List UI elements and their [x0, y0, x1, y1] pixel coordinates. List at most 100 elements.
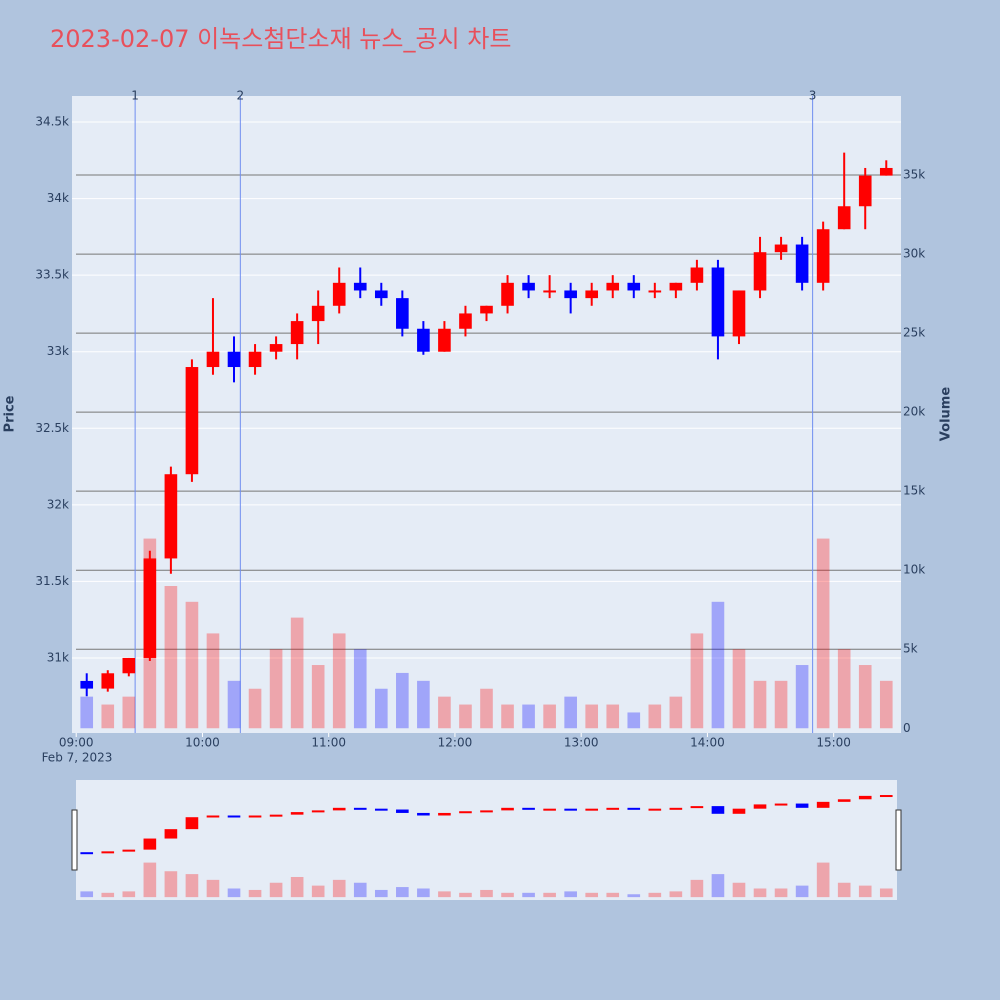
- y-tick-label: 31k: [47, 650, 69, 664]
- slider-candle: [669, 807, 683, 810]
- slider-candle: [101, 851, 115, 854]
- slider-handle[interactable]: [71, 809, 78, 871]
- slider-handle[interactable]: [895, 809, 902, 871]
- slider-volume: [459, 892, 472, 898]
- slider-volume: [101, 892, 115, 898]
- candle-body: [522, 282, 535, 291]
- volume-bar: [543, 704, 556, 729]
- candle-body: [669, 282, 683, 291]
- slider-volume: [206, 879, 220, 898]
- candle-body: [879, 167, 893, 176]
- slider-volume: [795, 885, 809, 898]
- slider-volume: [122, 891, 136, 898]
- slider-candle: [164, 829, 178, 839]
- slider-candle: [795, 803, 809, 808]
- y-tick-label: 32k: [47, 497, 69, 511]
- x-date-label: Feb 7, 2023: [42, 751, 113, 765]
- x-tick-label: 12:00: [438, 736, 473, 750]
- slider-candle: [290, 812, 304, 815]
- slider-volume: [332, 879, 346, 898]
- annotation-label: 3: [809, 89, 817, 103]
- candle-body: [564, 290, 577, 299]
- range-slider[interactable]: [76, 780, 897, 900]
- slider-candle: [206, 815, 220, 818]
- slider-volume: [648, 892, 662, 898]
- candle-body: [374, 290, 388, 299]
- candle-body: [732, 290, 746, 337]
- slider-volume: [837, 882, 851, 898]
- slider-candle: [480, 810, 493, 813]
- y-tick-label: 32.5k: [35, 421, 69, 435]
- candle-body: [459, 313, 472, 329]
- y2-tick-label: 15k: [903, 484, 925, 498]
- x-tick-label: 10:00: [185, 736, 220, 750]
- candle-body: [858, 175, 872, 207]
- annotation-label: 1: [131, 89, 139, 103]
- volume-bar: [101, 704, 115, 729]
- volume-bar: [332, 633, 346, 729]
- candle-body: [122, 657, 136, 674]
- y-tick-label: 34k: [47, 191, 69, 205]
- candle-body: [248, 351, 262, 368]
- y-tick-label: 33k: [47, 344, 69, 358]
- slider-candle: [417, 812, 430, 816]
- volume-bar: [690, 633, 704, 729]
- volume-bar: [711, 601, 725, 729]
- volume-bar: [480, 688, 493, 729]
- volume-bar: [669, 696, 683, 729]
- slider-candle: [711, 806, 725, 814]
- slider-candle: [627, 807, 641, 810]
- slider-candle: [690, 806, 704, 809]
- slider-candle: [396, 809, 409, 813]
- slider-volume: [879, 888, 893, 898]
- y2-axis-title: Volume: [939, 387, 954, 442]
- slider-candle: [543, 808, 556, 811]
- candle-body: [269, 344, 283, 352]
- candle-body: [774, 244, 788, 253]
- volume-bar: [353, 649, 367, 729]
- volume-bar: [627, 712, 641, 729]
- y2-tick-label: 20k: [903, 405, 925, 419]
- candle-body: [311, 305, 325, 322]
- slider-candle: [227, 815, 241, 818]
- y2-tick-label: 5k: [903, 642, 918, 656]
- slider-candle: [311, 810, 325, 813]
- slider-volume: [290, 876, 304, 898]
- slider-volume: [417, 888, 430, 898]
- slider-volume: [774, 888, 788, 898]
- volume-bar: [206, 633, 220, 729]
- slider-volume: [501, 892, 514, 898]
- slider-volume: [753, 888, 767, 898]
- candle-body: [396, 298, 409, 329]
- slider-candle: [374, 808, 388, 811]
- slider-candle: [648, 808, 662, 811]
- y-tick-label: 31.5k: [35, 574, 69, 588]
- volume-bar: [438, 696, 451, 729]
- slider-candle: [774, 803, 788, 806]
- slider-candle: [879, 795, 893, 798]
- candle-body: [753, 252, 767, 291]
- slider-volume: [80, 891, 94, 898]
- slider-volume: [311, 885, 325, 898]
- slider-volume: [480, 889, 493, 898]
- slider-candle: [143, 838, 157, 850]
- annotation-label: 2: [237, 89, 245, 103]
- slider-volume: [606, 892, 620, 898]
- slider-candle: [585, 808, 599, 811]
- slider-candle: [606, 807, 620, 810]
- slider-volume: [690, 879, 704, 898]
- slider-candle: [80, 852, 94, 855]
- slider-candle: [459, 811, 472, 814]
- volume-bar: [837, 649, 851, 729]
- volume-bar: [795, 665, 809, 729]
- candle-body: [585, 290, 599, 299]
- volume-bar: [816, 538, 830, 729]
- slider-candle: [353, 807, 367, 810]
- candle-body: [80, 680, 94, 689]
- volume-bar: [164, 586, 178, 729]
- volume-bar: [122, 696, 136, 729]
- x-tick-label: 14:00: [690, 736, 725, 750]
- candle-body: [480, 305, 493, 314]
- slider-volume: [185, 874, 199, 898]
